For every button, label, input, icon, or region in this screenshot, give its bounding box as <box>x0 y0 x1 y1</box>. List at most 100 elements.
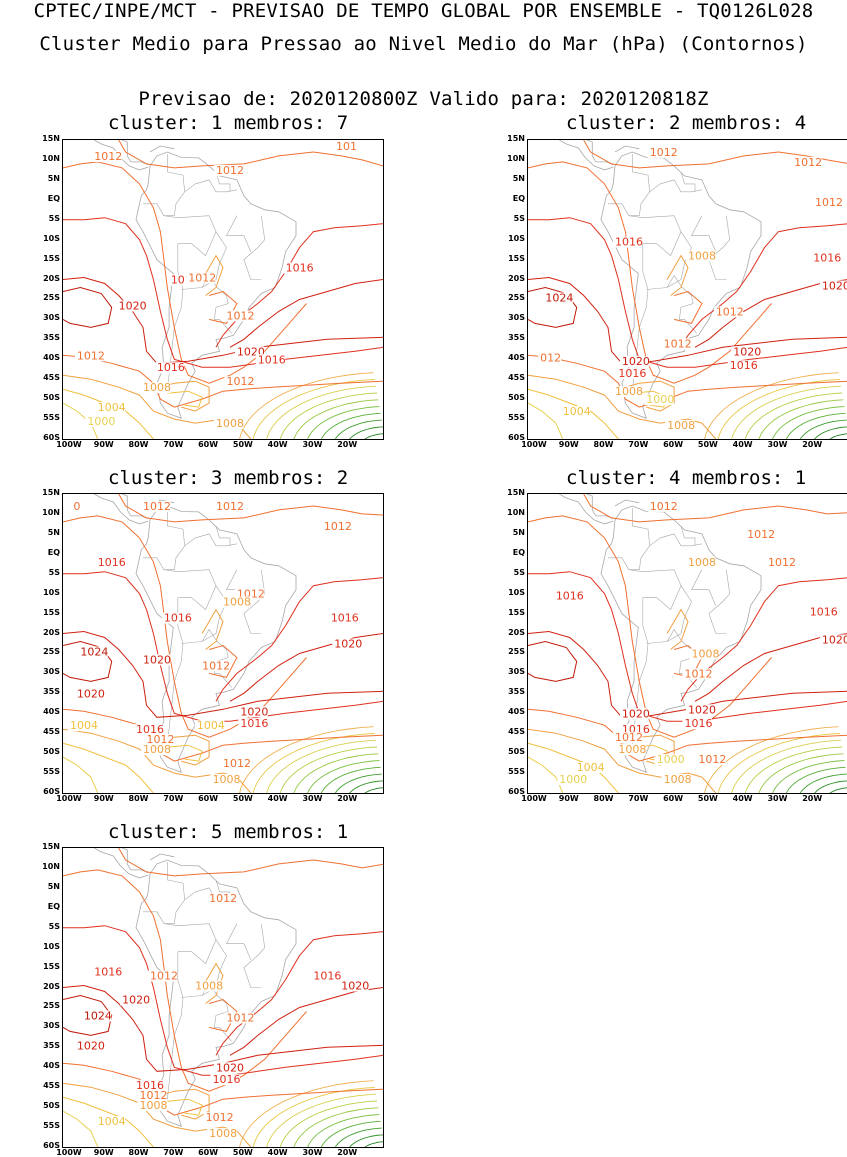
lon-tick-label: 60W <box>198 794 219 803</box>
lon-tick-label: 80W <box>593 794 614 803</box>
lon-tick-label: 80W <box>128 1148 149 1157</box>
lat-tick-label: 5S <box>513 213 525 223</box>
lat-tick-label: 20S <box>43 981 60 991</box>
contour-label: 1008 <box>140 1099 168 1112</box>
isobar-line <box>63 286 113 328</box>
lon-tick-label: 20W <box>337 1148 358 1157</box>
isobar-line <box>118 494 383 523</box>
coastline <box>559 140 762 419</box>
lat-tick-label: 5S <box>48 567 60 577</box>
lat-tick-label: 40S <box>43 707 60 717</box>
contour-label: 1020 <box>216 1061 244 1074</box>
isobar-line <box>63 984 383 1072</box>
lon-tick-label: 80W <box>128 794 149 803</box>
contour-label: 0 <box>73 500 80 513</box>
isobar-line <box>680 223 847 348</box>
isobar-line <box>528 402 564 439</box>
lat-tick-label: EQ <box>47 547 60 557</box>
contour-label: 1000 <box>646 393 674 406</box>
contour-label: 1016 <box>810 606 838 619</box>
lat-tick-label: 35S <box>43 333 60 343</box>
contour-label: 1012 <box>324 520 352 533</box>
lat-tick-label: 50S <box>43 393 60 403</box>
panel-title-p4: cluster: 4 membros: 1 <box>566 467 807 489</box>
isobars <box>63 140 383 439</box>
lat-tick-label: 5S <box>48 921 60 931</box>
contour-label: 1020 <box>143 653 171 666</box>
contour-label: 1020 <box>822 634 847 647</box>
lon-tick-label: 40W <box>267 794 288 803</box>
lat-tick-label: 15N <box>507 134 525 143</box>
isobar-line <box>63 354 383 408</box>
lat-tick-label: 15N <box>42 842 60 851</box>
lon-tick-label: 30W <box>302 440 323 449</box>
lat-tick-label: 25S <box>508 647 525 657</box>
lon-tick-label: 30W <box>767 440 788 449</box>
panel-title-p5: cluster: 5 membros: 1 <box>108 821 349 843</box>
contour-label: 1008 <box>664 773 692 786</box>
isobar-line <box>63 640 113 682</box>
lon-tick-label: 100W <box>521 794 547 803</box>
lon-tick-label: 100W <box>56 440 82 449</box>
lat-tick-label: 5S <box>513 567 525 577</box>
isobar-line <box>215 223 383 348</box>
lat-tick-label: EQ <box>47 901 60 911</box>
lon-tick-label: 70W <box>628 440 649 449</box>
lon-tick-label: 30W <box>302 794 323 803</box>
lat-tick-label: EQ <box>512 193 525 203</box>
map-p2: 1012101210121016100810161020102410121012… <box>527 139 847 440</box>
contour-label: 1016 <box>286 262 314 275</box>
isobar-line <box>160 380 210 412</box>
contour-label: 1008 <box>688 250 716 263</box>
contour-label: 1020 <box>622 707 650 720</box>
isobar-line <box>63 1062 383 1116</box>
lon-tick-label: 70W <box>628 794 649 803</box>
lon-tick-label: 40W <box>267 440 288 449</box>
contour-label: 1008 <box>209 1127 237 1140</box>
isobar-line <box>528 756 564 793</box>
lon-tick-label: 90W <box>558 794 579 803</box>
map-canvas: 1012101210081012101610161020100810121020… <box>528 494 847 793</box>
contour-label: 1004 <box>197 719 225 732</box>
contour-label: 1012 <box>226 309 254 322</box>
contour-label: 1012 <box>223 757 251 770</box>
lat-tick-label: 40S <box>508 707 525 717</box>
isobar-line <box>63 742 154 793</box>
lon-tick-label: 90W <box>93 1148 114 1157</box>
lat-tick-label: 10N <box>507 507 525 517</box>
contour-label: 1016 <box>136 1079 164 1092</box>
contour-label: 1000 <box>559 773 587 786</box>
lon-tick-label: 20W <box>337 440 358 449</box>
lat-tick-label: 60S <box>508 787 525 796</box>
lon-tick-label: 90W <box>93 794 114 803</box>
contour-label: 1012 <box>188 272 216 285</box>
lat-tick-label: 45S <box>43 1081 60 1091</box>
isobar-line <box>63 630 383 718</box>
contour-label: 012 <box>540 351 561 364</box>
contour-label: 1024 <box>84 1009 112 1022</box>
contour-label: 1012 <box>150 970 178 983</box>
isobar-line <box>229 987 383 1056</box>
isobar-line <box>208 290 238 324</box>
isobar-line <box>160 1088 210 1120</box>
contour-label: 1000 <box>657 753 685 766</box>
isobar-line <box>528 161 772 384</box>
contour-label: 1016 <box>98 556 126 569</box>
lon-tick-label: 60W <box>198 1148 219 1157</box>
isobar-line <box>63 994 113 1036</box>
lon-tick-label: 60W <box>663 440 684 449</box>
lat-tick-label: 5N <box>512 527 525 537</box>
contour-label: 1008 <box>618 743 646 756</box>
contour-label: 1016 <box>618 367 646 380</box>
lon-tick-label: 80W <box>128 440 149 449</box>
map-p1: 1012 1012 101 1016 1012 1016 1020 1012 1012 1020 1… <box>62 139 384 440</box>
isobar-line <box>625 380 675 412</box>
lat-tick-label: 30S <box>508 313 525 323</box>
lat-tick-label: EQ <box>512 547 525 557</box>
isobar-line <box>201 254 224 296</box>
isobar-line <box>63 402 99 439</box>
lon-tick-label: 60W <box>663 794 684 803</box>
contour-label: 1012 <box>216 164 244 177</box>
isobars <box>528 494 847 793</box>
